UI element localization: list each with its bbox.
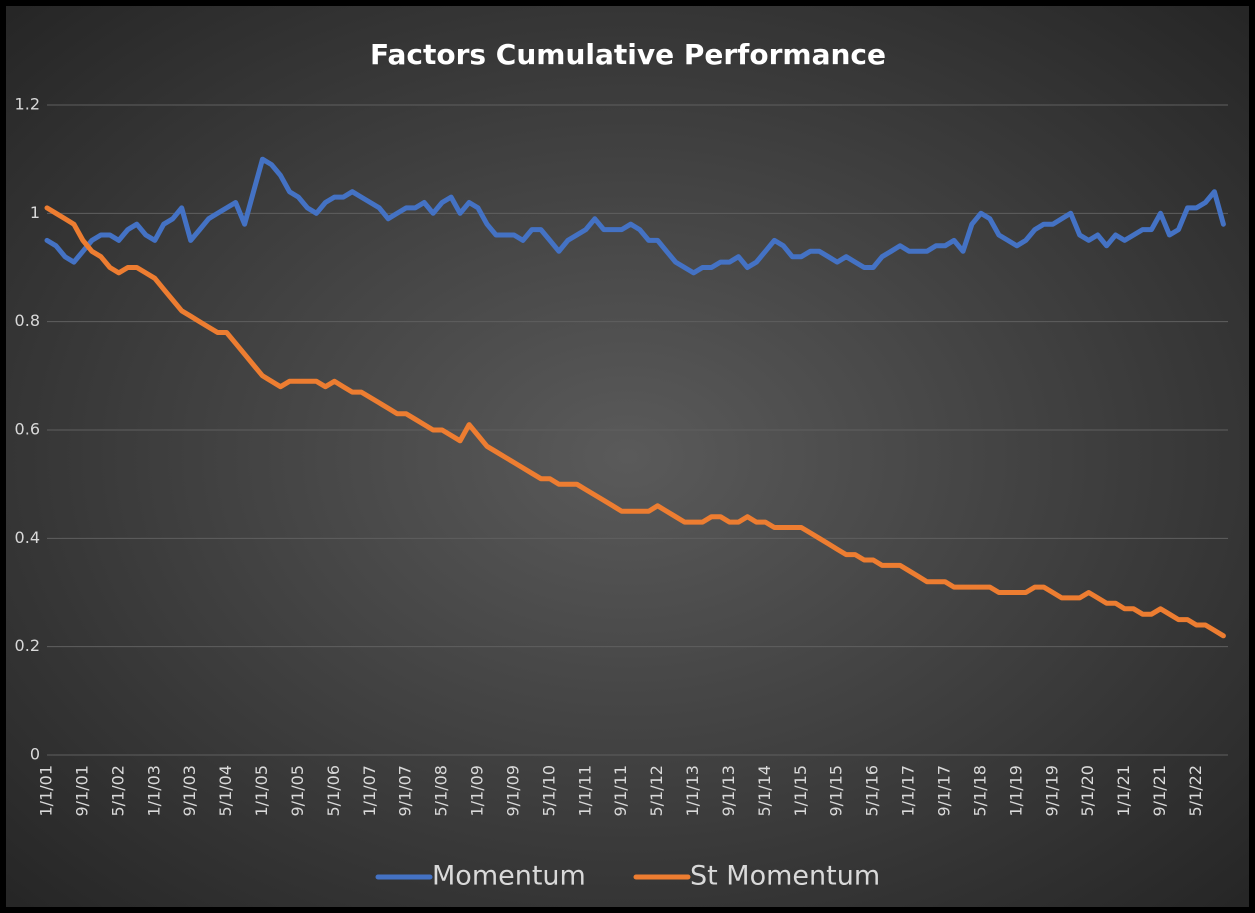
- series-line: [44, 156, 1226, 276]
- x-tick-label: 5/1/18: [970, 765, 989, 817]
- x-tick-label: 5/1/06: [324, 765, 343, 817]
- series-line: [44, 205, 1226, 639]
- x-tick-label: 9/1/19: [1042, 765, 1061, 817]
- x-tick-label: 5/1/16: [863, 765, 882, 817]
- x-tick-label: 9/1/11: [611, 765, 630, 817]
- x-tick-label: 1/1/17: [899, 765, 918, 817]
- y-tick-label: 0.2: [15, 636, 40, 655]
- x-tick-label: 1/1/13: [683, 765, 702, 817]
- chart-title: Factors Cumulative Performance: [370, 38, 886, 71]
- x-tick-label: 1/1/07: [360, 765, 379, 817]
- y-tick-label: 1: [30, 203, 40, 222]
- x-tick-label: 1/1/01: [37, 765, 56, 817]
- y-tick-label: 0.6: [15, 420, 40, 439]
- x-tick-label: 5/1/20: [1078, 765, 1097, 817]
- x-tick-label: 1/1/15: [791, 765, 810, 817]
- x-tick-label: 5/1/10: [539, 765, 558, 817]
- x-tick-label: 9/1/13: [719, 765, 738, 817]
- x-tick-label: 1/1/03: [144, 765, 163, 817]
- legend-label: St Momentum: [690, 861, 880, 892]
- x-tick-label: 9/1/21: [1150, 765, 1169, 817]
- chart-background: [6, 6, 1249, 907]
- y-tick-label: 0: [30, 745, 40, 764]
- x-tick-label: 1/1/21: [1114, 765, 1133, 817]
- y-tick-label: 1.2: [15, 95, 40, 114]
- x-tick-label: 5/1/04: [216, 765, 235, 817]
- x-tick-label: 1/1/05: [252, 765, 271, 817]
- x-tick-label: 9/1/15: [827, 765, 846, 817]
- x-tick-label: 9/1/03: [180, 765, 199, 817]
- y-tick-label: 0.8: [15, 311, 40, 330]
- x-tick-label: 9/1/17: [935, 765, 954, 817]
- x-tick-label: 1/1/09: [468, 765, 487, 817]
- x-tick-label: 9/1/09: [503, 765, 522, 817]
- x-tick-label: 5/1/22: [1186, 765, 1205, 817]
- x-tick-label: 5/1/02: [108, 765, 127, 817]
- x-tick-label: 5/1/12: [647, 765, 666, 817]
- x-tick-label: 5/1/14: [755, 765, 774, 817]
- x-tick-label: 9/1/05: [288, 765, 307, 817]
- x-tick-label: 1/1/19: [1006, 765, 1025, 817]
- y-tick-label: 0.4: [15, 528, 40, 547]
- x-tick-label: 9/1/01: [72, 765, 91, 817]
- x-tick-label: 9/1/07: [396, 765, 415, 817]
- x-tick-label: 1/1/11: [575, 765, 594, 817]
- x-tick-label: 5/1/08: [432, 765, 451, 817]
- legend-label: Momentum: [432, 861, 586, 892]
